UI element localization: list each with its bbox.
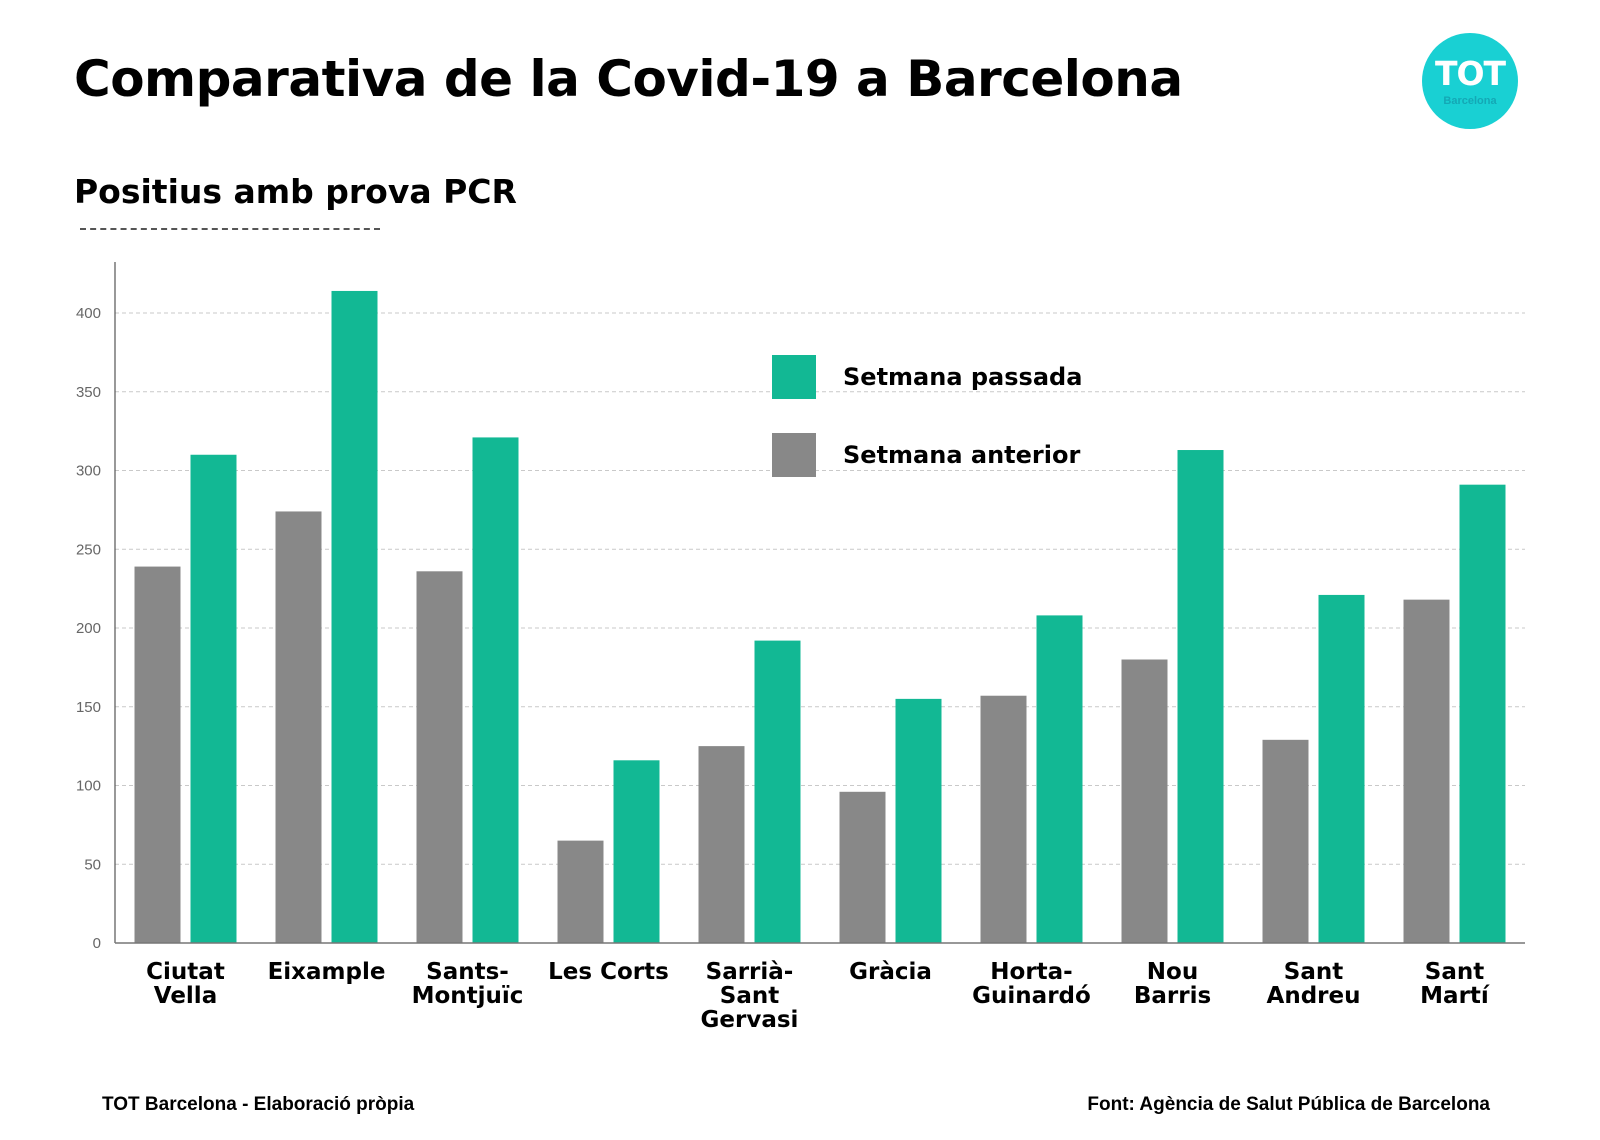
x-category-label: Horta-: [990, 959, 1072, 985]
bar-setmana-anterior: [275, 511, 322, 943]
bar-setmana-anterior: [134, 566, 181, 943]
chart-subtitle: Positius amb prova PCR: [74, 172, 517, 211]
x-category-label: Vella: [154, 983, 217, 1009]
logo-subtext: Barcelona: [1443, 95, 1497, 107]
bar-setmana-anterior: [1403, 599, 1450, 943]
bar-setmana-passada: [613, 760, 660, 943]
grid-lines: [115, 312, 1525, 865]
legend-swatch: [772, 433, 816, 477]
x-category-label: Sant: [1425, 959, 1484, 985]
x-category-label: Sant: [1284, 959, 1343, 985]
legend-label: Setmana passada: [843, 363, 1082, 391]
x-category-label: Gràcia: [849, 959, 932, 985]
x-category-label: Sarrià-: [706, 959, 794, 985]
y-tick-label: 50: [84, 856, 101, 873]
bar-setmana-anterior: [980, 695, 1027, 943]
tot-barcelona-logo: TOT Barcelona: [1422, 33, 1518, 129]
y-tick-label: 250: [76, 541, 101, 558]
y-tick-label: 350: [76, 384, 101, 401]
legend: Setmana passada Setmana anterior: [772, 355, 1082, 477]
x-category-label: Nou: [1147, 959, 1198, 985]
bar-setmana-anterior: [698, 746, 745, 943]
y-tick-label: 400: [76, 305, 101, 322]
bar-setmana-passada: [1036, 615, 1083, 943]
bar-setmana-passada: [895, 698, 942, 943]
page-title: Comparativa de la Covid-19 a Barcelona: [74, 50, 1183, 108]
subtitle-underline: [80, 228, 380, 230]
bar-setmana-passada: [754, 640, 801, 943]
bar-setmana-passada: [1177, 450, 1224, 943]
bar-setmana-anterior: [1121, 659, 1168, 943]
x-category-label: Sant: [720, 983, 779, 1009]
footer-credit: TOT Barcelona - Elaboració pròpia: [102, 1094, 415, 1115]
bar-setmana-anterior: [839, 791, 886, 943]
bar-setmana-anterior: [1262, 739, 1309, 943]
x-category-label: Guinardó: [972, 983, 1091, 1009]
x-category-label: Montjuïc: [412, 983, 524, 1009]
x-category-label: Gervasi: [701, 1007, 799, 1033]
bar-setmana-passada: [190, 454, 237, 943]
footer-source: Font: Agència de Salut Pública de Barcel…: [1087, 1094, 1490, 1115]
bar-setmana-passada: [1459, 484, 1506, 943]
bar-setmana-anterior: [557, 840, 604, 943]
x-category-label: Les Corts: [548, 959, 669, 985]
bar-setmana-anterior: [416, 571, 463, 943]
y-tick-label: 0: [93, 935, 101, 952]
logo-text: TOT: [1434, 54, 1506, 93]
legend-swatch: [772, 355, 816, 399]
bar-setmana-passada: [472, 437, 519, 943]
y-tick-label: 150: [76, 699, 101, 716]
y-tick-label: 200: [76, 620, 101, 637]
x-category-label: Martí: [1420, 983, 1490, 1009]
x-category-label: Barris: [1134, 983, 1211, 1009]
y-axis-ticks: 0 50 100 150 200 250 300 350 400: [76, 305, 101, 952]
y-tick-label: 100: [76, 778, 101, 795]
x-category-label: Eixample: [268, 959, 386, 985]
bars: [134, 290, 1506, 943]
x-category-label: Andreu: [1267, 983, 1361, 1009]
bar-setmana-passada: [1318, 594, 1365, 943]
legend-label: Setmana anterior: [843, 441, 1080, 469]
x-category-label: Sants-: [426, 959, 509, 985]
axes: [114, 262, 1525, 944]
bar-setmana-passada: [331, 290, 378, 943]
y-tick-label: 300: [76, 463, 101, 480]
x-category-label: Ciutat: [146, 959, 225, 985]
